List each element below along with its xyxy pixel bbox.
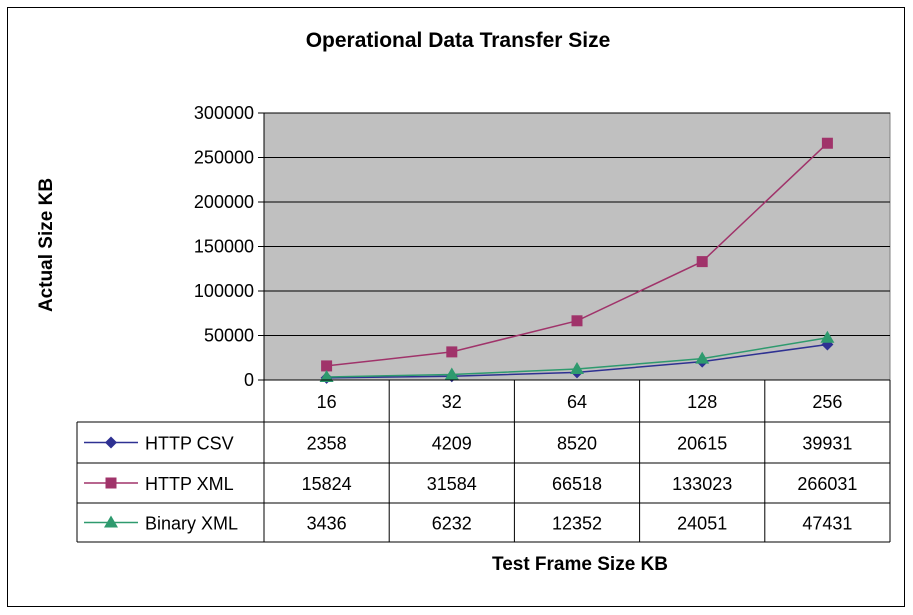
data-cell: 133023 (672, 474, 732, 494)
legend-label: HTTP XML (145, 474, 234, 494)
data-point (444, 367, 459, 380)
legend-label: Binary XML (145, 514, 238, 534)
data-cell: 39931 (802, 434, 852, 454)
data-cell: 31584 (427, 474, 477, 494)
x-category-label: 256 (812, 392, 842, 412)
x-category-label: 128 (687, 392, 717, 412)
x-axis-title: Test Frame Size KB (492, 554, 668, 575)
x-category-label: 16 (317, 392, 337, 412)
x-category-label: 32 (442, 392, 462, 412)
data-point (446, 346, 458, 358)
y-tick-label: 100000 (194, 281, 254, 301)
y-tick-label: 200000 (194, 192, 254, 212)
data-point (821, 137, 833, 149)
x-category-label: 64 (567, 392, 587, 412)
y-tick-label: 50000 (204, 326, 254, 346)
data-cell: 47431 (802, 514, 852, 534)
y-tick-label: 250000 (194, 148, 254, 168)
data-cell: 8520 (557, 434, 597, 454)
legend-marker (104, 515, 118, 528)
data-point (319, 369, 334, 382)
data-cell: 3436 (307, 514, 347, 534)
y-axis-title: Actual Size KB (36, 178, 57, 312)
chart-title: Operational Data Transfer Size (306, 29, 611, 52)
legend-label: HTTP CSV (145, 434, 234, 454)
data-cell: 2358 (307, 434, 347, 454)
data-point (321, 360, 333, 372)
data-point (696, 256, 708, 268)
data-table: 16 32 64 128 256 HTTP CSV 2358 4209 8520 20615 399… (76, 379, 891, 543)
data-cell: 12352 (552, 514, 602, 534)
data-point (820, 330, 835, 343)
y-tick-label: 0 (244, 370, 254, 390)
data-point (571, 315, 583, 327)
data-cell: 15824 (302, 474, 352, 494)
data-point (695, 351, 710, 364)
data-cell: 4209 (432, 434, 472, 454)
data-cell: 66518 (552, 474, 602, 494)
data-point (570, 362, 584, 375)
data-cell: 6232 (432, 514, 472, 534)
plot-area: 300000 250000 200000 150000 100000 50000 0 (194, 103, 891, 390)
data-cell: 20615 (677, 434, 727, 454)
data-cell: 24051 (677, 514, 727, 534)
y-tick-label: 300000 (194, 103, 254, 123)
legend-marker (105, 477, 117, 489)
y-tick-label: 150000 (194, 237, 254, 257)
data-cell: 266031 (797, 474, 857, 494)
legend-marker (105, 436, 117, 449)
